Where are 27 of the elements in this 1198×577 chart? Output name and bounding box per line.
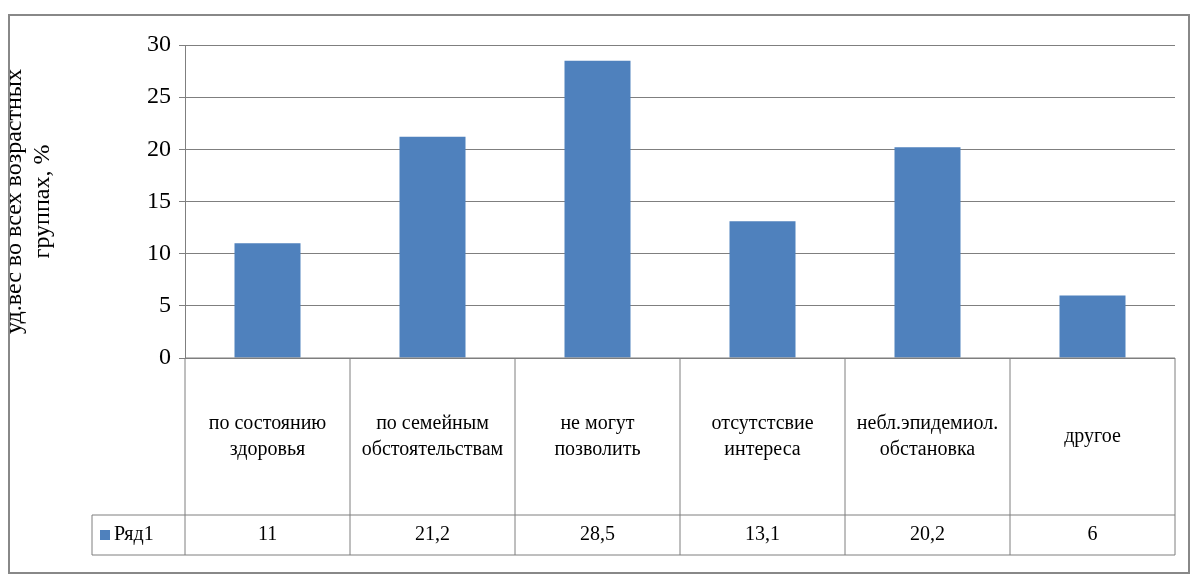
bar bbox=[729, 221, 796, 358]
y-tick-label: 25 bbox=[147, 82, 171, 109]
bar bbox=[1059, 295, 1126, 358]
y-tick-label: 20 bbox=[147, 134, 171, 161]
y-axis-title: уд.вес во всех возрастных группах, % bbox=[0, 69, 55, 334]
y-tick-label: 0 bbox=[159, 343, 171, 370]
legend-label: Ряд1 bbox=[114, 522, 154, 546]
x-tick-label: по семейным обстоятельствам bbox=[361, 410, 504, 459]
bar bbox=[399, 136, 466, 358]
x-tick-label: отсутстсвие интереса bbox=[711, 410, 814, 460]
bar bbox=[894, 147, 961, 358]
y-tick-label: 15 bbox=[147, 186, 171, 213]
data-label: 6 bbox=[1087, 522, 1098, 545]
y-tick-label: 10 bbox=[147, 238, 171, 265]
x-tick-label: не могут позволить bbox=[554, 410, 641, 459]
data-label: 28,5 bbox=[580, 522, 615, 545]
data-label: 13,1 bbox=[745, 522, 780, 545]
x-tick-label: небл.эпидемиол.обстановка bbox=[856, 410, 999, 459]
bar bbox=[564, 60, 631, 358]
y-tick-label: 5 bbox=[159, 291, 171, 318]
bar bbox=[234, 243, 301, 358]
y-tick-label: 30 bbox=[147, 30, 171, 57]
data-label: 11 bbox=[257, 522, 278, 545]
x-tick-label: по состоянию здоровья bbox=[208, 410, 327, 460]
x-tick-label: другое bbox=[1064, 423, 1121, 447]
data-label: 21,2 bbox=[415, 522, 450, 545]
data-label: 20,2 bbox=[910, 522, 945, 545]
